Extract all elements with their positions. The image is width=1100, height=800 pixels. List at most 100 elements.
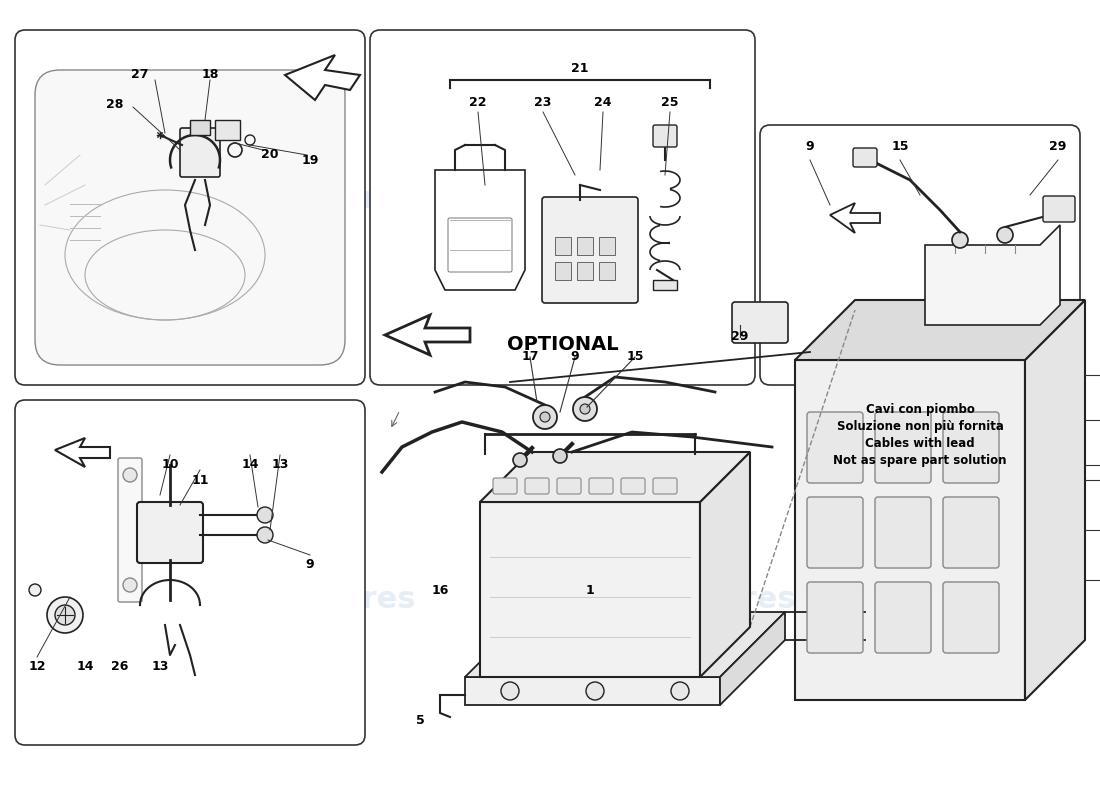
Text: 29: 29 [732, 330, 749, 343]
FancyBboxPatch shape [15, 30, 365, 385]
Circle shape [540, 412, 550, 422]
Text: 29: 29 [1049, 141, 1067, 154]
Bar [578, 237, 593, 255]
Bar [214, 120, 240, 140]
FancyBboxPatch shape [874, 582, 931, 653]
Circle shape [997, 227, 1013, 243]
Text: 13: 13 [272, 458, 288, 471]
FancyBboxPatch shape [542, 197, 638, 303]
FancyBboxPatch shape [852, 148, 877, 167]
Polygon shape [925, 225, 1060, 325]
Circle shape [573, 397, 597, 421]
Text: OPTIONAL: OPTIONAL [507, 335, 618, 354]
FancyBboxPatch shape [732, 302, 788, 343]
Text: Not as spare part solution: Not as spare part solution [834, 454, 1006, 467]
Text: 26: 26 [111, 661, 129, 674]
FancyBboxPatch shape [493, 478, 517, 494]
Text: 9: 9 [306, 558, 315, 571]
Circle shape [553, 449, 566, 463]
Circle shape [671, 682, 689, 700]
Polygon shape [795, 300, 1085, 360]
Circle shape [580, 404, 590, 414]
Bar [556, 237, 571, 255]
FancyBboxPatch shape [943, 412, 999, 483]
Text: 15: 15 [626, 350, 644, 363]
Bar [600, 237, 615, 255]
Text: Soluzione non più fornita: Soluzione non più fornita [837, 420, 1003, 433]
FancyBboxPatch shape [653, 125, 676, 147]
FancyBboxPatch shape [807, 582, 864, 653]
Circle shape [257, 527, 273, 543]
Text: 16: 16 [431, 583, 449, 597]
Polygon shape [465, 612, 785, 677]
Text: eurospares: eurospares [223, 186, 416, 214]
FancyBboxPatch shape [760, 125, 1080, 385]
Polygon shape [55, 438, 110, 467]
FancyBboxPatch shape [874, 497, 931, 568]
Text: 22: 22 [470, 95, 486, 109]
FancyBboxPatch shape [621, 478, 645, 494]
Polygon shape [720, 612, 785, 705]
Text: 13: 13 [152, 661, 168, 674]
Text: 21: 21 [571, 62, 588, 74]
Text: 28: 28 [107, 98, 123, 111]
Circle shape [586, 682, 604, 700]
Polygon shape [795, 360, 1025, 700]
Text: 17: 17 [521, 350, 539, 363]
Polygon shape [465, 677, 720, 705]
Text: 12: 12 [29, 661, 46, 674]
Circle shape [500, 682, 519, 700]
FancyBboxPatch shape [943, 582, 999, 653]
Polygon shape [700, 452, 750, 677]
Polygon shape [480, 502, 700, 677]
Text: 10: 10 [162, 458, 178, 471]
FancyBboxPatch shape [118, 458, 142, 602]
Text: eurospares: eurospares [604, 586, 796, 614]
Text: 19: 19 [301, 154, 319, 166]
FancyBboxPatch shape [180, 128, 220, 177]
FancyBboxPatch shape [35, 70, 345, 365]
Text: 20: 20 [262, 149, 278, 162]
Circle shape [47, 597, 82, 633]
Text: Cavi con piombo: Cavi con piombo [866, 403, 975, 416]
Bar [190, 120, 210, 135]
Text: 14: 14 [76, 661, 94, 674]
Polygon shape [1025, 300, 1085, 700]
Bar [556, 262, 571, 280]
Circle shape [55, 605, 75, 625]
FancyBboxPatch shape [874, 412, 931, 483]
Polygon shape [480, 452, 750, 502]
Text: 5: 5 [416, 714, 425, 726]
FancyBboxPatch shape [588, 478, 613, 494]
FancyBboxPatch shape [1043, 196, 1075, 222]
Circle shape [257, 507, 273, 523]
Polygon shape [285, 55, 360, 100]
FancyBboxPatch shape [525, 478, 549, 494]
FancyBboxPatch shape [653, 478, 676, 494]
FancyBboxPatch shape [138, 502, 204, 563]
Text: 15: 15 [891, 141, 909, 154]
FancyBboxPatch shape [943, 497, 999, 568]
Circle shape [952, 232, 968, 248]
Circle shape [513, 453, 527, 467]
Text: 25: 25 [661, 95, 679, 109]
FancyBboxPatch shape [15, 400, 365, 745]
Circle shape [123, 468, 138, 482]
Text: eurospares: eurospares [553, 286, 746, 314]
Bar [600, 262, 615, 280]
Text: 23: 23 [535, 95, 552, 109]
Polygon shape [385, 315, 470, 355]
Text: Cables with lead: Cables with lead [866, 437, 975, 450]
Text: 24: 24 [594, 95, 612, 109]
Text: 9: 9 [805, 141, 814, 154]
Bar [653, 280, 676, 290]
Circle shape [534, 405, 557, 429]
Text: 9: 9 [571, 350, 580, 363]
Text: 11: 11 [191, 474, 209, 486]
Text: 14: 14 [241, 458, 258, 471]
Text: eurospares: eurospares [223, 586, 416, 614]
FancyBboxPatch shape [370, 30, 755, 385]
FancyBboxPatch shape [807, 497, 864, 568]
FancyBboxPatch shape [807, 412, 864, 483]
Text: 18: 18 [201, 69, 219, 82]
